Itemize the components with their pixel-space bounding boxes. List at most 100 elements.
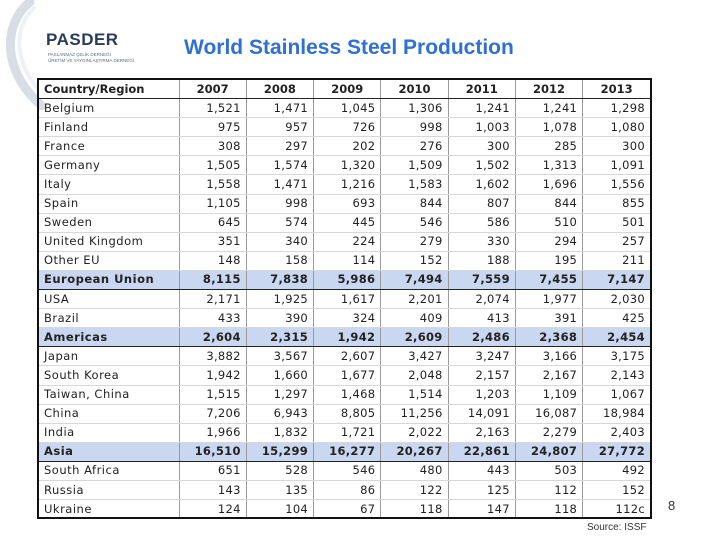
table-cell: 2,403: [582, 423, 650, 443]
table-cell: 86: [313, 480, 382, 501]
table-cell: 2,368: [515, 327, 584, 348]
table-cell: 1,966: [179, 423, 247, 443]
table-cell: 726: [313, 117, 382, 138]
table-cell: 124: [179, 499, 247, 517]
slide-number: 8: [668, 498, 676, 513]
column-header-year: 2007: [179, 80, 247, 100]
table-cell: 211: [582, 251, 650, 271]
page-title: World Stainless Steel Production: [184, 36, 514, 59]
table-header-row: Country/Region 2007 2008 2009 2010 2011 2012 20…: [39, 80, 650, 100]
table-cell: 2,609: [380, 327, 449, 348]
table-row: Italy 1,558 1,471 1,216 1,583 1,602 1,696 1,556: [39, 174, 650, 195]
pasder-logo: PASDER PASLANMAZ ÇELİK DERNEĞİ ÜRETİM VE…: [46, 30, 176, 70]
table-cell: 528: [246, 461, 315, 481]
table-cell: 1,471: [246, 98, 315, 119]
table-cell: 276: [380, 136, 449, 157]
table-cell: 2,604: [179, 327, 247, 348]
table-cell: 11,256: [380, 404, 449, 424]
table-row: USA 2,171 1,925 1,617 2,201 2,074 1,977 2,030: [39, 289, 650, 310]
production-table: Country/Region 2007 2008 2009 2010 2011 2012 20…: [39, 80, 650, 517]
row-label: Germany: [39, 155, 180, 176]
table-cell: 3,166: [515, 346, 584, 367]
table-cell: 503: [515, 461, 584, 481]
table-cell: 7,147: [582, 270, 650, 291]
table-cell: 2,171: [179, 289, 247, 310]
table-row: Ukraine 124 104 67 118 147 118 112c: [39, 499, 650, 517]
table-cell: 409: [380, 308, 449, 329]
row-label: South Korea: [39, 365, 180, 386]
table-cell: 67: [313, 499, 382, 517]
table-cell: 188: [448, 251, 516, 271]
table-cell: 855: [582, 194, 650, 214]
table-cell: 2,163: [448, 423, 516, 443]
table-row: India 1,966 1,832 1,721 2,022 2,163 2,279 2,403: [39, 423, 650, 443]
row-label: European Union: [39, 270, 180, 291]
table-cell: 574: [246, 213, 315, 233]
table-cell: 1,574: [246, 155, 315, 176]
table-cell: 1,109: [515, 385, 584, 405]
table-cell: 1,216: [313, 174, 382, 195]
table-cell: 122: [380, 480, 449, 501]
table-cell: 125: [448, 480, 516, 501]
table-cell: 1,505: [179, 155, 247, 176]
table-cell: 501: [582, 213, 650, 233]
row-label: Finland: [39, 117, 180, 138]
table-cell: 18,984: [582, 404, 650, 424]
table-cell: 391: [515, 308, 584, 329]
table-cell: 693: [313, 194, 382, 214]
table-cell: 1,502: [448, 155, 516, 176]
table-cell: 1,942: [313, 327, 382, 348]
table-cell: 425: [582, 308, 650, 329]
table-cell: 297: [246, 136, 315, 157]
table-cell: 1,241: [448, 98, 516, 119]
table-cell: 1,297: [246, 385, 315, 405]
column-header-year: 2013: [582, 80, 650, 100]
row-label: Japan: [39, 346, 180, 367]
table-cell: 24,807: [515, 442, 584, 462]
table-cell: 645: [179, 213, 247, 233]
table-cell: 22,861: [448, 442, 516, 462]
table-cell: 2,167: [515, 365, 584, 386]
table-cell: 16,510: [179, 442, 247, 462]
table-cell: 148: [179, 251, 247, 271]
column-header-year: 2011: [448, 80, 516, 100]
table-total-row: Americas 2,604 2,315 1,942 2,609 2,486 2,368 2,…: [39, 327, 650, 348]
row-label: South Africa: [39, 461, 180, 481]
table-cell: 2,486: [448, 327, 516, 348]
row-label: Americas: [39, 327, 180, 348]
table-row: Belgium 1,521 1,471 1,045 1,306 1,241 1,241 1,2…: [39, 98, 650, 119]
table-cell: 300: [582, 136, 650, 157]
table-cell: 158: [246, 251, 315, 271]
row-label: Taiwan, China: [39, 385, 180, 405]
table-cell: 3,427: [380, 346, 449, 367]
table-cell: 1,320: [313, 155, 382, 176]
table-cell: 202: [313, 136, 382, 157]
table-cell: 844: [515, 194, 584, 214]
table-row: Japan 3,882 3,567 2,607 3,427 3,247 3,166 3,175: [39, 346, 650, 367]
table-cell: 1,942: [179, 365, 247, 386]
table-cell: 1,925: [246, 289, 315, 310]
table-row: Finland 975 957 726 998 1,003 1,078 1,080: [39, 117, 650, 138]
table-row: Sweden 645 574 445 546 586 510 501: [39, 213, 650, 233]
table-cell: 15,299: [246, 442, 315, 462]
table-cell: 1,660: [246, 365, 315, 386]
column-header-year: 2010: [380, 80, 449, 100]
table-row: South Korea 1,942 1,660 1,677 2,048 2,157 2,16…: [39, 365, 650, 386]
column-header-year: 2008: [246, 80, 315, 100]
table-cell: 2,315: [246, 327, 315, 348]
table-cell: 1,045: [313, 98, 382, 119]
table-cell: 308: [179, 136, 247, 157]
table-cell: 1,468: [313, 385, 382, 405]
table-cell: 546: [313, 461, 382, 481]
table-cell: 1,306: [380, 98, 449, 119]
table-cell: 7,494: [380, 270, 449, 291]
table-cell: 844: [380, 194, 449, 214]
table-cell: 413: [448, 308, 516, 329]
table-cell: 7,559: [448, 270, 516, 291]
table-total-row: Asia 16,510 15,299 16,277 20,267 22,861 24,807…: [39, 442, 650, 462]
row-label: Sweden: [39, 213, 180, 233]
table-cell: 8,115: [179, 270, 247, 291]
table-cell: 16,087: [515, 404, 584, 424]
table-cell: 7,206: [179, 404, 247, 424]
table-body: Belgium 1,521 1,471 1,045 1,306 1,241 1,241 1,2…: [39, 98, 650, 517]
